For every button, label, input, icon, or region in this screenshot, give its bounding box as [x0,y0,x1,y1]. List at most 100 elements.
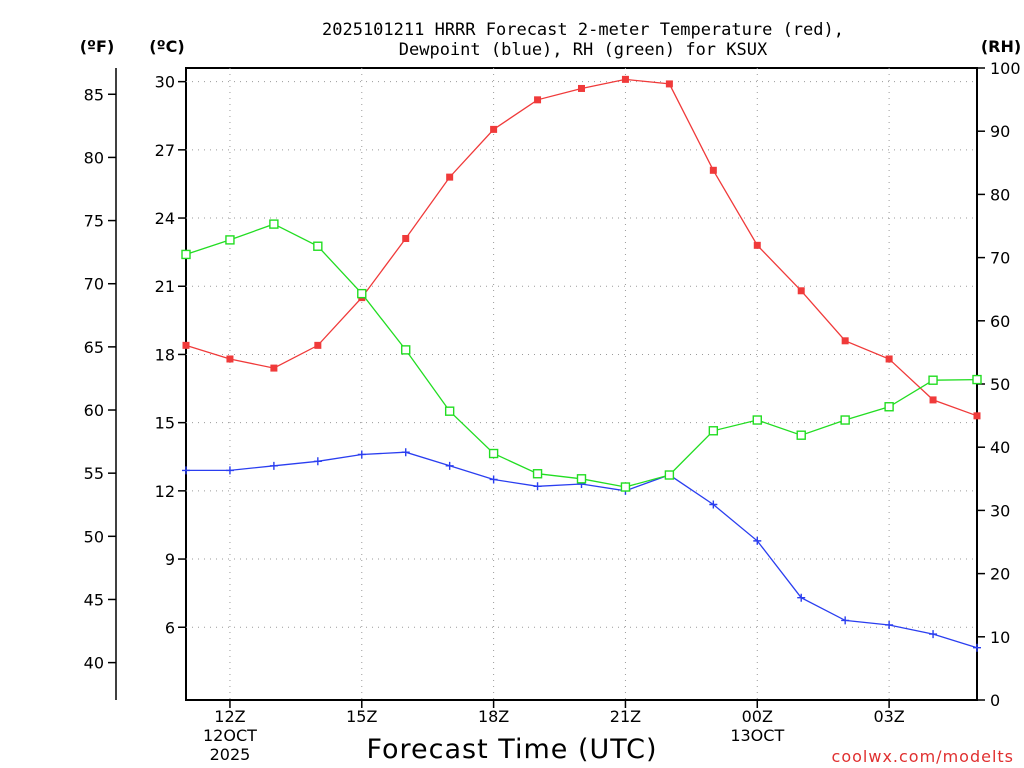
rh-tick-label: 50 [990,375,1010,394]
dewpoint-point [401,448,410,457]
rh-tick-label: 0 [990,691,1000,710]
plot-frame [185,67,978,701]
x-tick-label: 15Z [346,707,377,726]
rh-unit-label: (RH) [981,37,1021,56]
relative-humidity-point [576,474,587,484]
x-tick-label: 03Z [873,707,904,726]
2-meter-temperature-point [578,84,585,92]
2-meter-temperature-point [402,235,410,243]
rh-tick-label: 30 [990,501,1010,520]
2-meter-temperature-line [185,78,978,417]
2-meter-temperature-point [490,125,498,133]
2-meter-temperature-point [841,337,849,345]
dewpoint-point [885,620,894,629]
c-tick-label: 30 [155,73,175,92]
rh-tick-label: 10 [990,628,1010,647]
relative-humidity-point [884,402,894,412]
c-tick-label: 24 [155,209,175,228]
relative-humidity-point [620,482,631,492]
2-meter-temperature-point [314,341,322,349]
dewpoint-point [841,616,850,625]
dewpoint-point [929,630,938,639]
relative-humidity-line [185,223,978,488]
2-meter-temperature-point [534,96,542,104]
f-tick-label: 60 [84,401,104,420]
dewpoint-point [182,466,190,475]
dewpoint-point [973,643,981,652]
c-tick-label: 15 [155,414,175,433]
rh-tick-label: 100 [990,59,1021,78]
dewpoint-point [225,466,234,475]
relative-humidity-point [664,470,675,480]
dewpoint-point [357,450,366,459]
c-tick-label: 27 [155,141,175,160]
dewpoint-point [533,482,542,491]
x-tick-date: 13OCT [730,726,784,745]
rh-tick-label: 90 [990,122,1010,141]
rh-tick-label: 70 [990,249,1010,268]
relative-humidity-point [928,375,938,385]
c-tick-label: 18 [155,345,175,364]
relative-humidity-point [225,235,235,245]
rh-tick-label: 40 [990,438,1010,457]
rh-tick-label: 60 [990,312,1010,331]
f-tick-label: 65 [84,338,104,357]
relative-humidity-point [972,374,982,385]
x-axis-title: Forecast Time (UTC) [366,734,657,765]
f-tick-label: 70 [84,275,104,294]
relative-humidity-point [708,426,719,436]
f-tick-label: 55 [84,464,104,483]
x-tick-date: 12OCT [203,726,257,745]
x-tick-label: 12Z [214,707,245,726]
relative-humidity-point [313,241,323,251]
relative-humidity-point [181,249,191,260]
rh-tick-label: 20 [990,565,1010,584]
f-tick-label: 75 [84,212,104,231]
rh-tick-label: 80 [990,185,1010,204]
x-tick-label: 18Z [478,707,509,726]
dewpoint-point [269,461,278,470]
c-tick-label: 21 [155,277,175,296]
x-tick-label: 21Z [610,707,641,726]
2-meter-temperature-point [446,173,454,181]
credit-text: coolwx.com/modelts [832,747,1014,766]
axis-layer: 6 9 12 15 18 21 24 27 30 40 45 50 55 60 65 70 75 80 85 0 10 2… [84,59,1021,764]
relative-humidity-point [401,345,411,355]
x-tick-label: 00Z [742,707,773,726]
relative-humidity-point [357,288,367,299]
c-tick-label: 12 [155,482,175,501]
c-tick-label: 6 [165,618,175,637]
2-meter-temperature-point [885,355,893,363]
2-meter-temperature-point [797,287,805,295]
relative-humidity-point [752,415,762,425]
2-meter-temperature-point [709,166,717,174]
relative-humidity-point [269,219,279,229]
relative-humidity-point [532,469,543,479]
2-meter-temperature-point [621,75,629,83]
dewpoint-point [753,536,762,545]
dewpoint-point [489,475,498,484]
2-meter-temperature-point [226,355,234,363]
relative-humidity-point [840,415,850,425]
celsius-unit-label: (ºC) [149,37,184,56]
chart-title-line1: 2025101211 HRRR Forecast 2-meter Tempera… [322,20,844,40]
relative-humidity-point [444,406,455,416]
f-tick-label: 40 [84,654,104,673]
relative-humidity-point [488,448,499,459]
c-tick-label: 9 [165,550,175,569]
dewpoint-point [445,461,454,470]
dewpoint-point [797,593,806,602]
f-tick-label: 80 [84,148,104,167]
f-tick-label: 50 [84,527,104,546]
2-meter-temperature-point [753,241,761,249]
2-meter-temperature-point [929,396,937,404]
chart-title-line2: Dewpoint (blue), RH (green) for KSUX [399,40,768,60]
series-layer [181,75,982,652]
grid-layer [186,68,977,700]
f-tick-label: 45 [84,590,104,609]
dewpoint-point [709,500,718,509]
relative-humidity-point [796,430,806,440]
f-tick-label: 85 [84,85,104,104]
2-meter-temperature-point [665,80,673,88]
